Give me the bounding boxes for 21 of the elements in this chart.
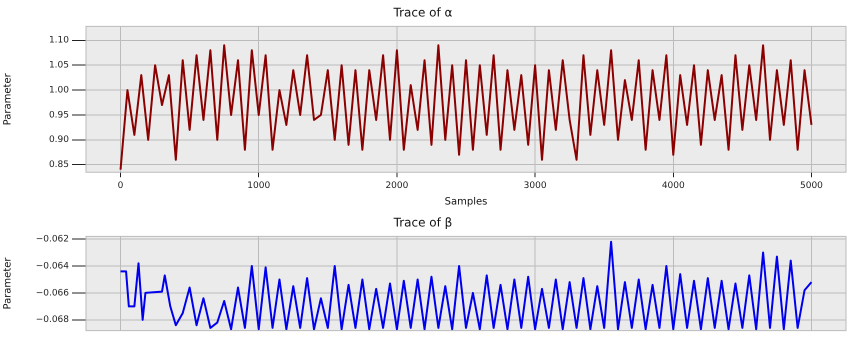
y-tick-label: 0.95 (48, 110, 69, 120)
y-tick-label: 0.90 (48, 135, 70, 146)
y-tick-label: −0.066 (36, 288, 70, 298)
x-tick-label: 3000 (524, 180, 547, 191)
chart-title: Trace of α (392, 5, 453, 20)
x-axis-title: Samples (444, 196, 488, 208)
x-tick-label: 5000 (800, 180, 824, 191)
x-tick-label: 1000 (247, 180, 270, 191)
y-axis-title: Parameter (2, 72, 14, 126)
y-axis-title: Parameter (2, 256, 14, 310)
y-tick-label: −0.064 (36, 261, 70, 272)
x-tick-label: 2000 (385, 180, 409, 191)
x-tick-label: 0 (118, 180, 124, 191)
y-tick-label: 1.00 (48, 85, 70, 96)
y-tick-label: 1.10 (48, 36, 70, 46)
y-tick-label: 0.85 (48, 160, 69, 170)
y-tick-label: −0.062 (36, 234, 69, 244)
y-tick-label: −0.068 (36, 315, 70, 326)
x-tick-label: 4000 (662, 180, 685, 191)
chart-title: Trace of β (392, 215, 452, 230)
y-tick-label: 1.05 (48, 60, 69, 71)
